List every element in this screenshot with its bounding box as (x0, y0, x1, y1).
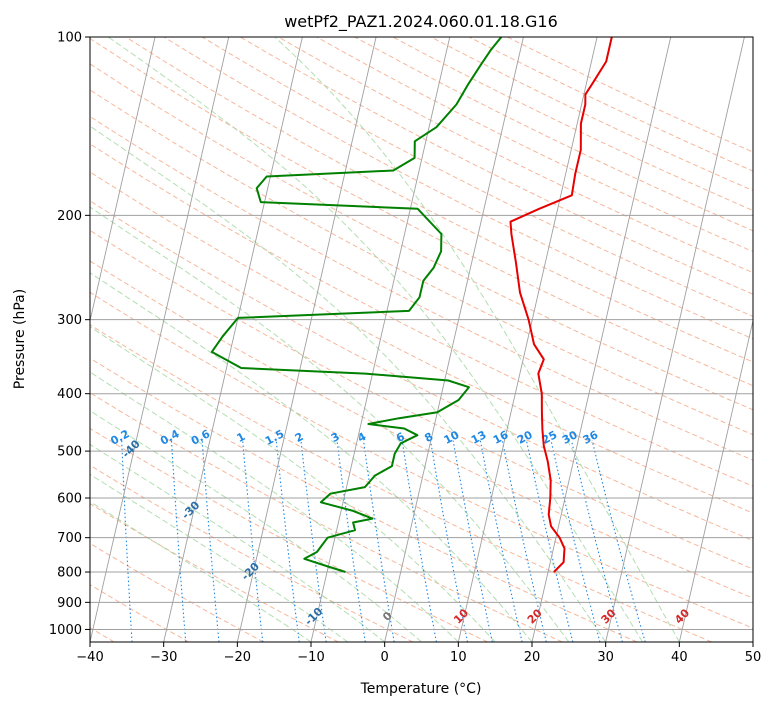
y-tick-label: 1000 (49, 623, 82, 638)
x-tick-label: −10 (297, 650, 324, 665)
x-tick-label: 20 (524, 650, 541, 665)
x-tick-label: −20 (224, 650, 251, 665)
y-tick-label: 200 (57, 209, 82, 224)
x-tick-label: 40 (671, 650, 688, 665)
y-tick-label: 700 (57, 531, 82, 546)
x-tick-label: 50 (745, 650, 762, 665)
y-tick-label: 600 (57, 492, 82, 507)
chart-title: wetPf2_PAZ1.2024.060.01.18.G16 (284, 12, 558, 32)
y-tick-label: 900 (57, 596, 82, 611)
y-tick-label: 400 (57, 387, 82, 402)
x-tick-label: −30 (150, 650, 177, 665)
y-tick-label: 300 (57, 313, 82, 328)
y-axis-label: Pressure (hPa) (12, 289, 28, 389)
y-tick-label: 100 (57, 31, 82, 46)
y-tick-label: 500 (57, 445, 82, 460)
x-tick-label: 30 (597, 650, 614, 665)
x-tick-label: 0 (381, 650, 389, 665)
x-tick-label: 10 (450, 650, 467, 665)
x-tick-label: −40 (76, 650, 103, 665)
x-axis-label: Temperature (°C) (360, 681, 482, 697)
y-tick-label: 800 (57, 566, 82, 581)
